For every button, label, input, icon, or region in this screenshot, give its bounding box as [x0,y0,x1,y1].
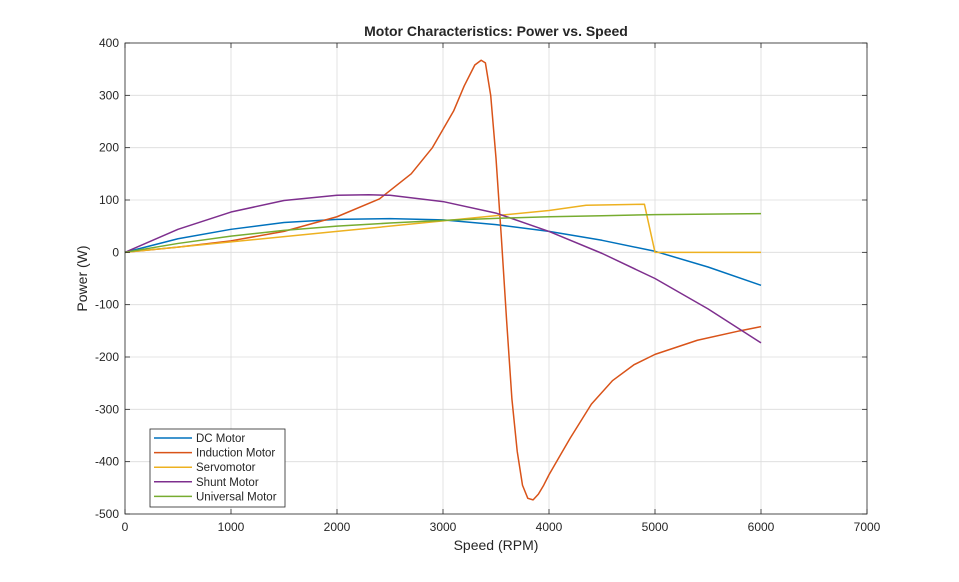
x-tick-label: 3000 [430,520,457,534]
x-tick-label: 5000 [642,520,669,534]
legend-label: DC Motor [196,433,245,445]
axes-box [124,42,868,515]
x-tick-label: 0 [122,520,129,534]
y-tick-label: -200 [95,350,119,364]
legend-label: Induction Motor [196,448,275,460]
x-tick-label: 4000 [536,520,563,534]
series-group [124,59,762,501]
legend-item[interactable]: DC Motor [154,433,245,445]
legend-label: Servomotor [196,462,256,474]
x-axis-label: Speed (RPM) [454,537,539,553]
legend-item[interactable]: Induction Motor [154,448,275,460]
x-tick-label: 6000 [748,520,775,534]
series-line-shunt-motor [124,194,762,344]
series-line-servomotor [124,203,761,254]
legend-label: Shunt Motor [196,477,259,489]
legend-label: Universal Motor [196,491,277,503]
legend-item[interactable]: Universal Motor [154,491,277,503]
y-tick-label: -400 [95,455,119,469]
x-tick-label: 1000 [218,520,245,534]
y-tick-label: -300 [95,402,119,416]
x-tick-label: 7000 [854,520,881,534]
y-tick-label: 200 [99,141,119,155]
x-tick-label: 2000 [324,520,351,534]
y-tick-label: -500 [95,507,119,521]
legend-box [149,428,286,508]
y-tick-label: -100 [95,298,119,312]
y-tick-label: 300 [99,88,119,102]
series-line-induction-motor [124,59,762,501]
legend-item[interactable]: Servomotor [154,462,256,474]
chart-title: Motor Characteristics: Power vs. Speed [364,23,628,39]
y-axis-label: Power (W) [74,245,90,311]
series-line-universal-motor [124,212,762,254]
ticks: 0 1000 2000 3000 4000 5000 6000 7000-500-400-30… [95,36,881,534]
legend-item[interactable]: Shunt Motor [154,477,259,489]
y-tick-label: 100 [99,193,119,207]
y-tick-label: 400 [99,36,119,50]
legend[interactable]: DC Motor Induction Motor Servomotor Shunt M… [149,428,286,508]
y-tick-label: 0 [112,245,119,259]
